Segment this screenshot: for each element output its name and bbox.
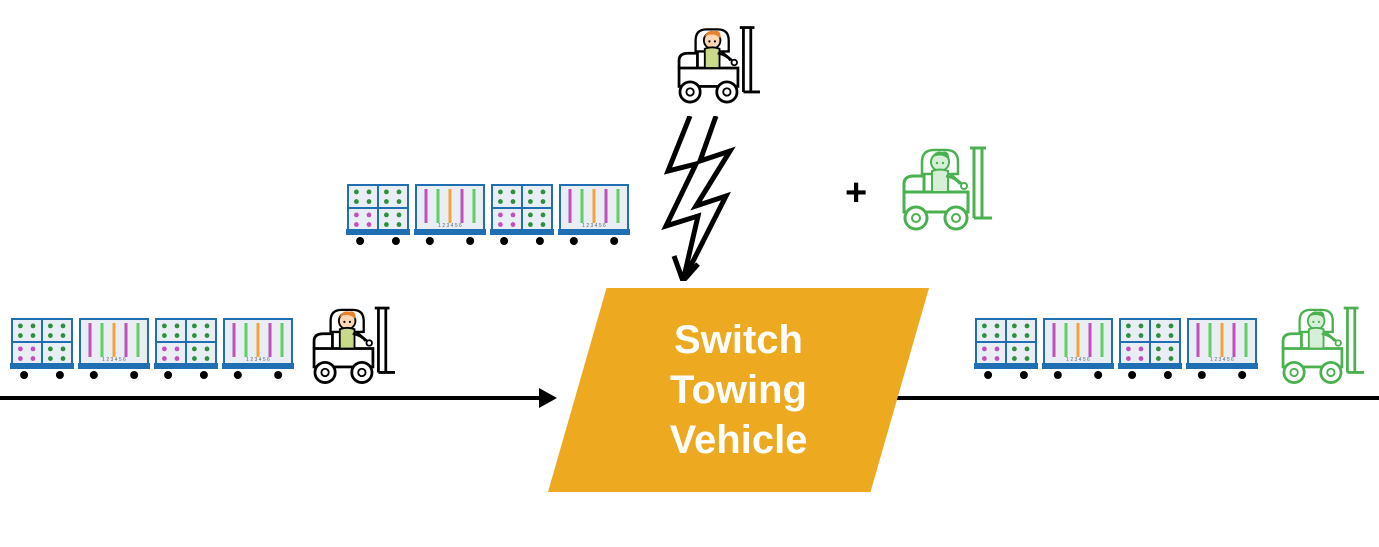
cart-train-right: 1 2 3 4 5 6 1 2 3 4 5 6 (974, 317, 1262, 381)
cart-b: 1 2 3 4 5 6 (414, 183, 486, 252)
cart-train-middle: 1 2 3 4 5 6 1 2 3 4 5 6 (346, 183, 634, 247)
cart-a (974, 317, 1038, 386)
lightning-icon (648, 116, 748, 281)
cart-a (346, 183, 410, 252)
flow-line-right (895, 396, 1379, 400)
svg-text:1 2 3 4 5 6: 1 2 3 4 5 6 (438, 223, 462, 229)
flow-arrow-left (0, 396, 541, 400)
cart-a (490, 183, 554, 252)
cart-a (10, 317, 74, 386)
cart-a (1118, 317, 1182, 386)
cart-b: 1 2 3 4 5 6 (222, 317, 294, 386)
diagram-canvas: Switch Towing Vehicle + (0, 0, 1379, 547)
forklift-top-broken (668, 20, 760, 105)
svg-text:1 2 3 4 5 6: 1 2 3 4 5 6 (1210, 357, 1234, 363)
plus-symbol: + (845, 172, 867, 215)
forklift-replacement-green (892, 140, 992, 232)
cart-b: 1 2 3 4 5 6 (1186, 317, 1258, 386)
forklift-right-towing-green (1272, 300, 1364, 386)
svg-text:1 2 3 4 5 6: 1 2 3 4 5 6 (102, 357, 126, 363)
cart-b: 1 2 3 4 5 6 (558, 183, 630, 252)
svg-text:1 2 3 4 5 6: 1 2 3 4 5 6 (582, 223, 606, 229)
switch-towing-vehicle-node: Switch Towing Vehicle (548, 288, 929, 492)
cart-a (154, 317, 218, 386)
cart-train-left: 1 2 3 4 5 6 1 2 3 4 5 6 (10, 317, 298, 381)
cart-b: 1 2 3 4 5 6 (78, 317, 150, 386)
svg-text:1 2 3 4 5 6: 1 2 3 4 5 6 (1066, 357, 1090, 363)
switch-box-label: Switch Towing Vehicle (670, 315, 808, 465)
cart-b: 1 2 3 4 5 6 (1042, 317, 1114, 386)
forklift-left-towing (303, 300, 395, 386)
svg-text:1 2 3 4 5 6: 1 2 3 4 5 6 (246, 357, 270, 363)
